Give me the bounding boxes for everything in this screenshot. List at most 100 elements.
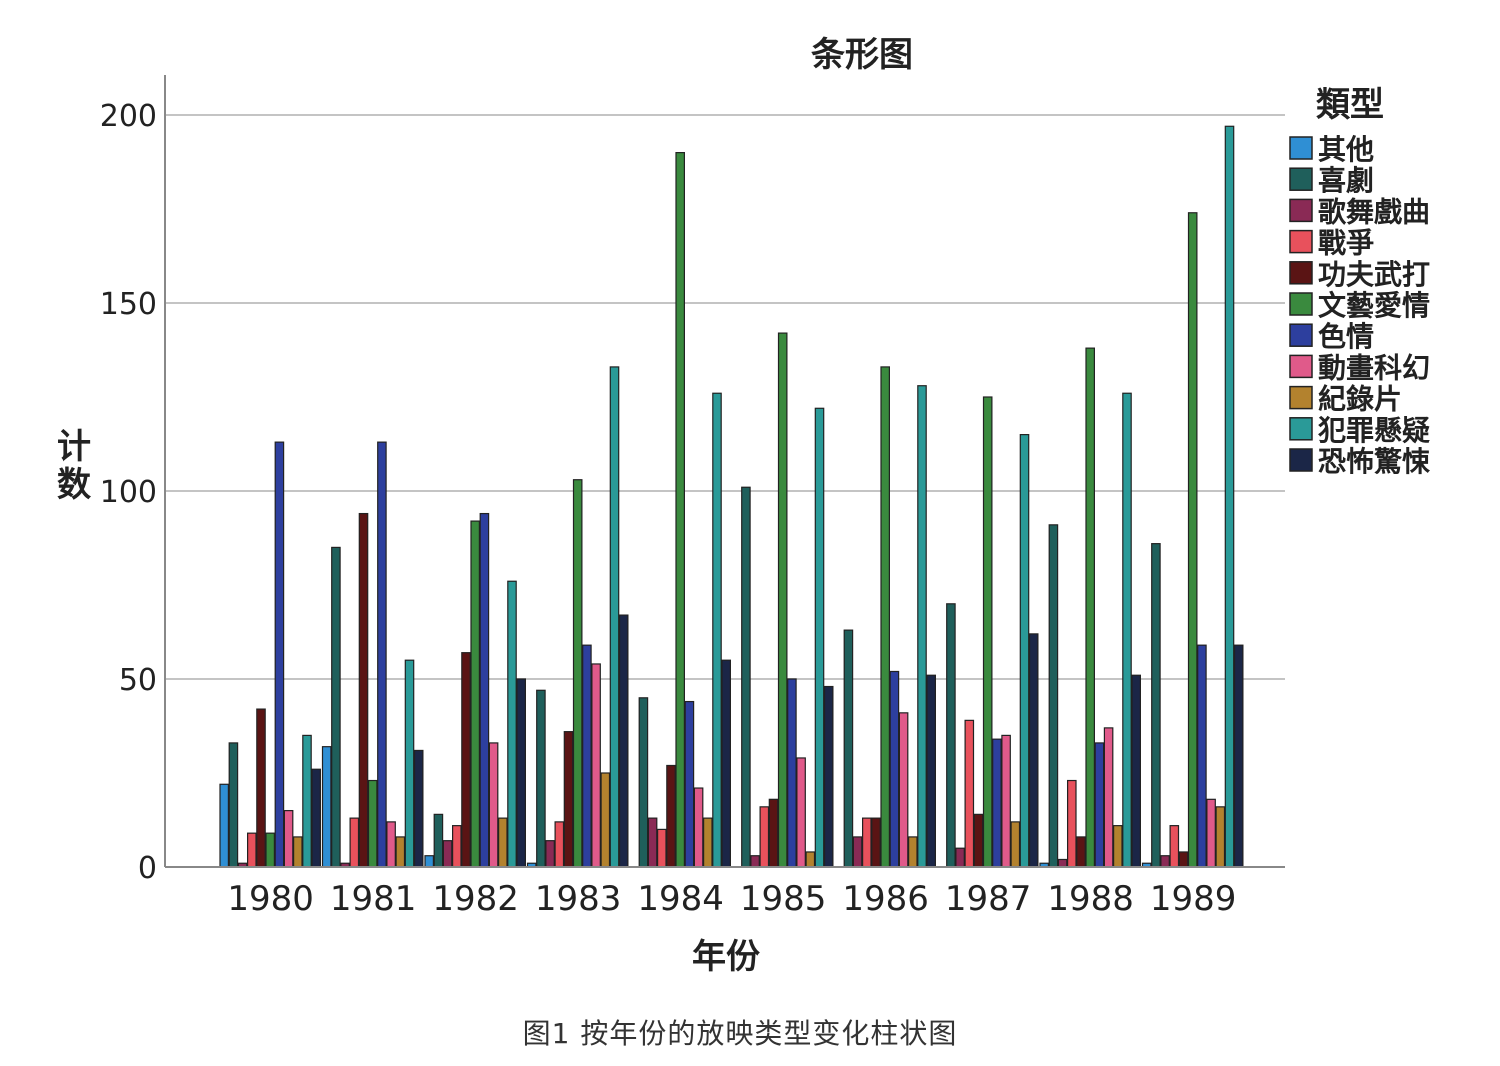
- bar-1986-2: [852, 836, 863, 868]
- bar-1987-8: [1010, 821, 1021, 868]
- bar-1982-8: [498, 817, 508, 868]
- bar-1982-1: [433, 813, 444, 868]
- bar-1988-5: [1085, 347, 1095, 868]
- bar-1987-3: [964, 719, 975, 868]
- bar-1985-4: [768, 798, 779, 868]
- bar-1980-3: [247, 832, 257, 868]
- bar-1987-2: [955, 847, 965, 868]
- bar-1982-6: [479, 512, 490, 868]
- bar-1984-9: [712, 392, 722, 868]
- bar-1984-4: [666, 764, 676, 868]
- bar-1980-10: [311, 768, 321, 868]
- axes: [164, 75, 1285, 868]
- bar-1983-10: [618, 614, 629, 868]
- bar-1981-10: [413, 749, 424, 868]
- bar-1984-3: [656, 828, 667, 868]
- svg-text:计: 计: [57, 427, 91, 467]
- bar-1981-6: [377, 441, 387, 868]
- bar-1989-9: [1224, 125, 1235, 868]
- bar-1985-3: [759, 806, 770, 868]
- legend-swatch: [1289, 448, 1313, 472]
- bar-1981-7: [386, 821, 396, 868]
- legend-item-label: 戰爭: [1318, 227, 1374, 260]
- bar-1985-1: [741, 486, 751, 868]
- bar-1980-6: [274, 441, 285, 868]
- legend-item-label: 功夫武打: [1318, 258, 1430, 291]
- bar-1983-4: [563, 731, 574, 868]
- bar-1988-2: [1057, 858, 1068, 868]
- bar-1986-10: [926, 674, 936, 868]
- legend-item-label: 色情: [1318, 320, 1374, 353]
- legend-item-label: 文藝愛情: [1318, 289, 1430, 322]
- bar-1987-4: [973, 813, 984, 868]
- bar-1986-1: [843, 629, 854, 868]
- x-tick-label: 1981: [330, 879, 417, 919]
- bar-1985-7: [796, 757, 806, 868]
- bar-1986-4: [871, 817, 881, 868]
- bar-1981-1: [331, 546, 341, 868]
- y-tick-label: 200: [100, 99, 157, 134]
- bar-1981-5: [367, 779, 378, 868]
- bar-1985-6: [787, 678, 797, 868]
- bar-1983-5: [572, 479, 583, 868]
- bar-1985-10: [823, 685, 834, 868]
- bar-1989-10: [1233, 644, 1244, 868]
- bar-1980-7: [283, 809, 294, 868]
- bar-1983-6: [582, 644, 592, 868]
- legend-item-label: 歌舞戲曲: [1318, 195, 1430, 228]
- bar-1982-3: [452, 825, 462, 868]
- bar-1984-1: [638, 697, 649, 868]
- bar-1981-4: [358, 512, 369, 868]
- x-tick-label: 1983: [535, 879, 622, 919]
- bar-1982-10: [516, 678, 526, 868]
- legend-swatch: [1289, 323, 1313, 347]
- legend-item-label: 喜劇: [1318, 164, 1374, 197]
- bar-1982-7: [488, 742, 499, 868]
- x-tick-label: 1982: [432, 879, 519, 919]
- y-tick-label: 150: [100, 287, 157, 322]
- y-tick-label: 0: [138, 851, 157, 886]
- tick-labels: 0 50 100 150 200 1980 1981 1982 1983 1984 1985 1986…: [100, 99, 1237, 919]
- legend-item-label: 犯罪懸疑: [1317, 414, 1430, 447]
- bar-1981-8: [395, 836, 406, 868]
- bar-1982-9: [507, 580, 517, 868]
- bar-1980-9: [302, 734, 312, 868]
- bar-1984-8: [702, 817, 713, 868]
- bar-1987-6: [992, 738, 1002, 868]
- legend-swatch: [1289, 417, 1313, 441]
- bar-1986-9: [917, 385, 927, 868]
- bar-1989-8: [1215, 806, 1226, 868]
- bar-1984-2: [647, 817, 658, 868]
- bar-1988-7: [1103, 727, 1114, 868]
- bar-1989-7: [1206, 798, 1216, 868]
- x-tick-label: 1980: [227, 879, 314, 919]
- bar-1983-9: [609, 366, 620, 868]
- bar-1989-1: [1151, 543, 1161, 868]
- bar-1985-5: [777, 332, 788, 868]
- bar-1982-0: [424, 855, 434, 868]
- legend-item-label: 紀錄片: [1318, 383, 1402, 416]
- legend-swatch: [1289, 198, 1313, 223]
- y-axis-label: 计 数: [57, 427, 91, 505]
- bar-1988-10: [1131, 674, 1141, 868]
- bar-1987-7: [1001, 734, 1011, 868]
- legend-swatch: [1289, 136, 1313, 160]
- bar-1983-3: [554, 821, 565, 868]
- bar-1987-1: [946, 603, 956, 868]
- bar-1988-3: [1066, 779, 1077, 868]
- legend-swatch: [1289, 229, 1313, 254]
- y-tick-label: 50: [119, 663, 157, 698]
- bar-1988-6: [1094, 742, 1105, 868]
- bar-1989-5: [1187, 212, 1198, 868]
- bar-1981-9: [404, 659, 415, 868]
- bar-1989-2: [1160, 855, 1170, 868]
- bar-1985-2: [750, 855, 760, 868]
- x-tick-label: 1989: [1150, 879, 1237, 919]
- bar-1986-6: [889, 670, 900, 868]
- bar-1980-8: [293, 836, 303, 868]
- bar-1981-3: [349, 817, 360, 868]
- legend-swatch: [1289, 261, 1313, 285]
- x-tick-label: 1987: [945, 879, 1032, 919]
- bar-1982-2: [442, 840, 453, 868]
